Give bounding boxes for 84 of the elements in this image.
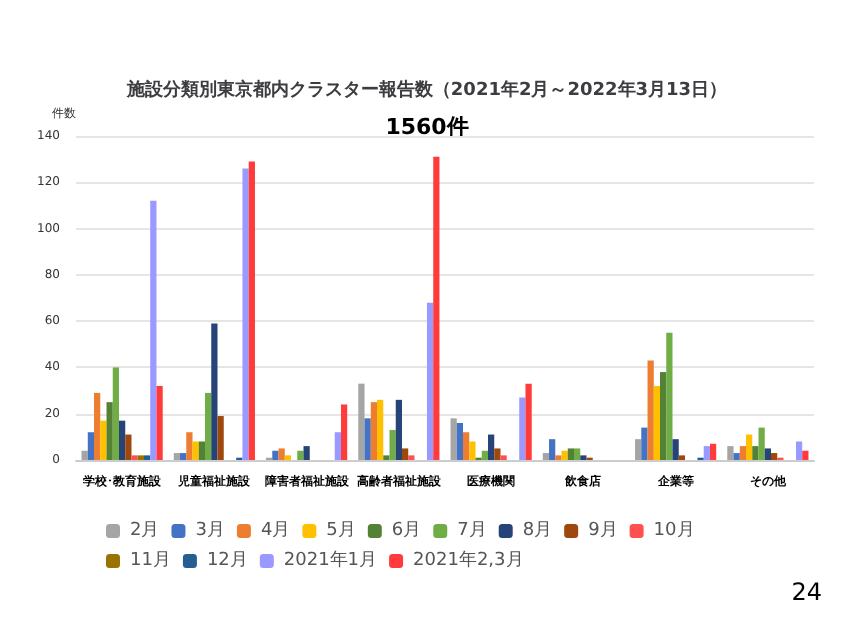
bar: [198, 441, 206, 460]
bar: [81, 450, 88, 460]
bar: [653, 385, 661, 460]
bar: [660, 372, 667, 460]
bar: [186, 432, 193, 460]
text: 24: [791, 578, 823, 606]
bar: [173, 453, 181, 460]
bar: [340, 404, 348, 460]
bar: [278, 448, 285, 460]
bar: [561, 450, 568, 460]
bar: [727, 446, 734, 460]
bar: [635, 439, 642, 460]
bar: [752, 446, 759, 460]
bar: [488, 434, 495, 460]
bar: [334, 432, 341, 460]
bar: [574, 448, 581, 460]
legend-label: 3月: [195, 521, 225, 541]
bar: [211, 323, 218, 460]
bar: [106, 402, 113, 460]
legend-label: 12月: [206, 551, 248, 571]
legend-label: 10月: [653, 521, 695, 541]
legend-label: 9月: [588, 521, 618, 541]
bar: [395, 399, 402, 460]
bar: [542, 453, 550, 460]
legend-label: 4月: [260, 521, 291, 541]
legend-label: 2月: [130, 521, 160, 541]
bar: [426, 302, 434, 460]
bar: [205, 392, 212, 460]
bar: [248, 161, 255, 460]
bar: [272, 450, 279, 460]
bar: [469, 441, 476, 460]
bar: [641, 427, 648, 460]
bar: [709, 443, 717, 460]
bar: [125, 434, 132, 460]
legend-label: 6月: [391, 521, 422, 541]
bar: [402, 448, 409, 460]
bar: [297, 450, 304, 460]
annotation: 1560件: [385, 114, 469, 140]
bar: [433, 156, 440, 460]
bar: [549, 439, 556, 460]
legend-label: 2021年1月: [283, 549, 378, 571]
bar: [525, 383, 532, 460]
bar: [100, 420, 107, 460]
bar: [377, 399, 384, 460]
chart-title: 施設分類別東京都内クラスター報告数（2021年2月～2022年3月13日）: [124, 79, 728, 101]
bar: [150, 200, 157, 460]
legend-label: 5月: [326, 521, 356, 541]
bar: [647, 360, 654, 460]
bar: [739, 446, 747, 460]
bar: [180, 453, 187, 460]
bar: [519, 397, 526, 460]
bar: [112, 367, 119, 460]
bar: [389, 429, 396, 460]
bar: [758, 427, 765, 460]
bar: [217, 416, 224, 460]
bar: [242, 168, 249, 460]
legend-label: 8月: [522, 521, 553, 541]
bar: [481, 450, 488, 460]
bar: [119, 420, 126, 460]
legend-label: 11月: [130, 551, 171, 571]
bar: [746, 434, 753, 460]
bar: [795, 441, 803, 460]
bar: [567, 448, 575, 460]
bar: [666, 332, 673, 460]
bar: [94, 392, 101, 460]
bar: [672, 439, 679, 460]
bar: [733, 453, 740, 460]
bar: [364, 418, 371, 460]
bar: [450, 418, 457, 460]
bar: [463, 432, 470, 460]
bar: [156, 385, 163, 460]
bar: [802, 450, 809, 460]
legend-label: 7月: [457, 521, 487, 541]
bar: [703, 446, 710, 460]
bar: [771, 453, 778, 460]
bar: [494, 448, 501, 460]
bar: [764, 448, 771, 460]
legend-label: 2021年2,3月: [413, 549, 524, 571]
bar: [192, 441, 199, 460]
bar: [370, 402, 378, 460]
bar: [87, 432, 95, 460]
bar: [456, 422, 464, 460]
bar: [358, 383, 365, 460]
bar: [303, 446, 310, 460]
